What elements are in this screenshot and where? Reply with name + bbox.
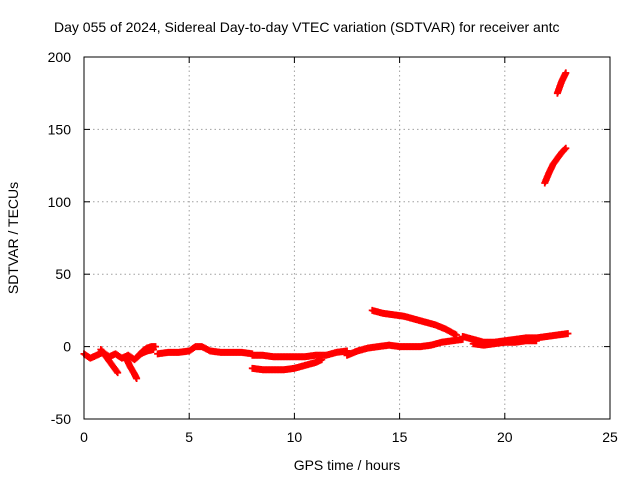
data-point	[562, 69, 570, 77]
data-points	[80, 69, 572, 382]
data-segment	[343, 335, 467, 359]
data-segment	[553, 69, 570, 97]
data-segment	[469, 337, 540, 349]
data-point	[562, 144, 570, 152]
y-axis-label: SDTVAR / TECUs	[5, 182, 21, 294]
data-point	[452, 331, 460, 339]
x-tick-label: 20	[497, 429, 513, 445]
axis-ticks: 0 5 10 15 20 25 -50 0 50 100 150 200	[48, 49, 618, 445]
data-segment	[248, 356, 326, 374]
x-tick-label: 15	[392, 429, 408, 445]
data-segment	[135, 343, 160, 359]
y-tick-label: 100	[48, 194, 72, 210]
data-segment	[368, 306, 460, 339]
data-point	[133, 374, 141, 382]
data-segment	[122, 354, 141, 382]
data-point	[152, 343, 160, 351]
x-axis-label: GPS time / hours	[294, 457, 401, 473]
data-point	[564, 330, 572, 338]
y-tick-label: 200	[48, 49, 72, 65]
data-segment	[248, 347, 351, 361]
grid	[84, 57, 610, 419]
data-point	[318, 356, 326, 364]
y-tick-label: -50	[51, 411, 71, 427]
data-segment	[97, 345, 122, 377]
y-tick-label: 50	[55, 266, 71, 282]
data-segment	[154, 343, 256, 358]
y-tick-label: 150	[48, 121, 72, 137]
data-point	[532, 337, 540, 345]
x-tick-label: 25	[602, 429, 618, 445]
plot-frame	[83, 56, 611, 420]
x-tick-label: 5	[185, 429, 193, 445]
chart-title: Day 055 of 2024, Sidereal Day-to-day VTE…	[54, 19, 560, 35]
y-tick-label: 0	[63, 339, 71, 355]
data-segment	[541, 144, 570, 187]
x-tick-label: 10	[287, 429, 303, 445]
data-point	[114, 369, 122, 377]
x-tick-label: 0	[80, 429, 88, 445]
data-point	[561, 145, 569, 153]
